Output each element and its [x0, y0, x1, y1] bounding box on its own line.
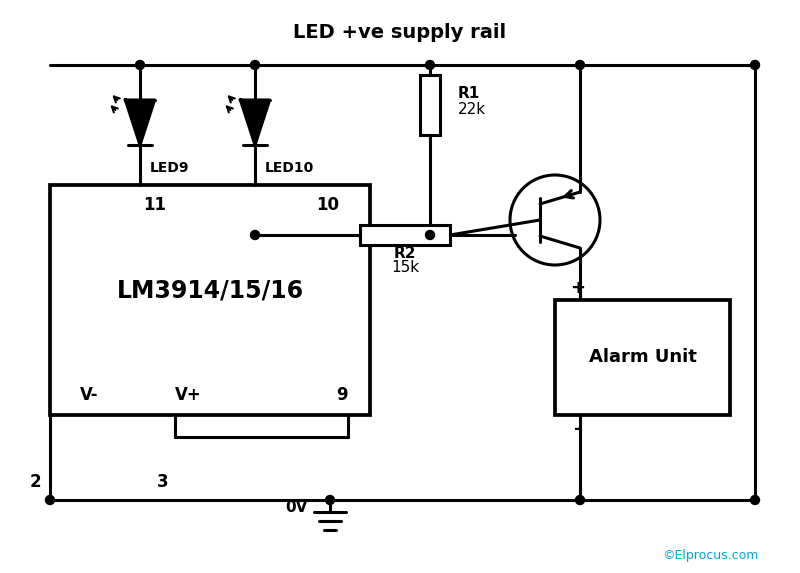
Text: Alarm Unit: Alarm Unit — [589, 348, 697, 367]
Circle shape — [250, 61, 259, 69]
Text: LED +ve supply rail: LED +ve supply rail — [294, 22, 506, 41]
Circle shape — [135, 61, 145, 69]
Text: V+: V+ — [175, 386, 202, 404]
Text: V-: V- — [80, 386, 98, 404]
Circle shape — [750, 496, 759, 504]
Circle shape — [426, 230, 434, 240]
Text: 3: 3 — [157, 473, 169, 491]
Text: LED9: LED9 — [150, 161, 190, 175]
Text: LM3914/15/16: LM3914/15/16 — [117, 278, 303, 302]
Text: 22k: 22k — [458, 103, 486, 117]
Text: ©Elprocus.com: ©Elprocus.com — [662, 548, 758, 562]
Text: R2: R2 — [394, 245, 416, 261]
Bar — [555, 300, 730, 415]
Text: 0V: 0V — [286, 500, 308, 516]
Circle shape — [575, 496, 585, 504]
Circle shape — [46, 496, 54, 504]
Text: 9: 9 — [336, 386, 348, 404]
Text: 11: 11 — [143, 196, 166, 214]
Bar — [420, 75, 440, 135]
Polygon shape — [126, 100, 154, 145]
Bar — [360, 225, 450, 245]
Text: R1: R1 — [458, 85, 480, 100]
Circle shape — [575, 61, 585, 69]
Text: 2: 2 — [29, 473, 41, 491]
Text: 15k: 15k — [391, 260, 419, 274]
Text: LED10: LED10 — [265, 161, 314, 175]
Bar — [50, 185, 370, 415]
Text: -: - — [574, 420, 582, 438]
Polygon shape — [240, 100, 270, 145]
Circle shape — [426, 61, 434, 69]
Circle shape — [750, 61, 759, 69]
Circle shape — [326, 496, 334, 504]
Text: +: + — [570, 279, 586, 297]
Circle shape — [250, 230, 259, 240]
Text: 10: 10 — [317, 196, 339, 214]
